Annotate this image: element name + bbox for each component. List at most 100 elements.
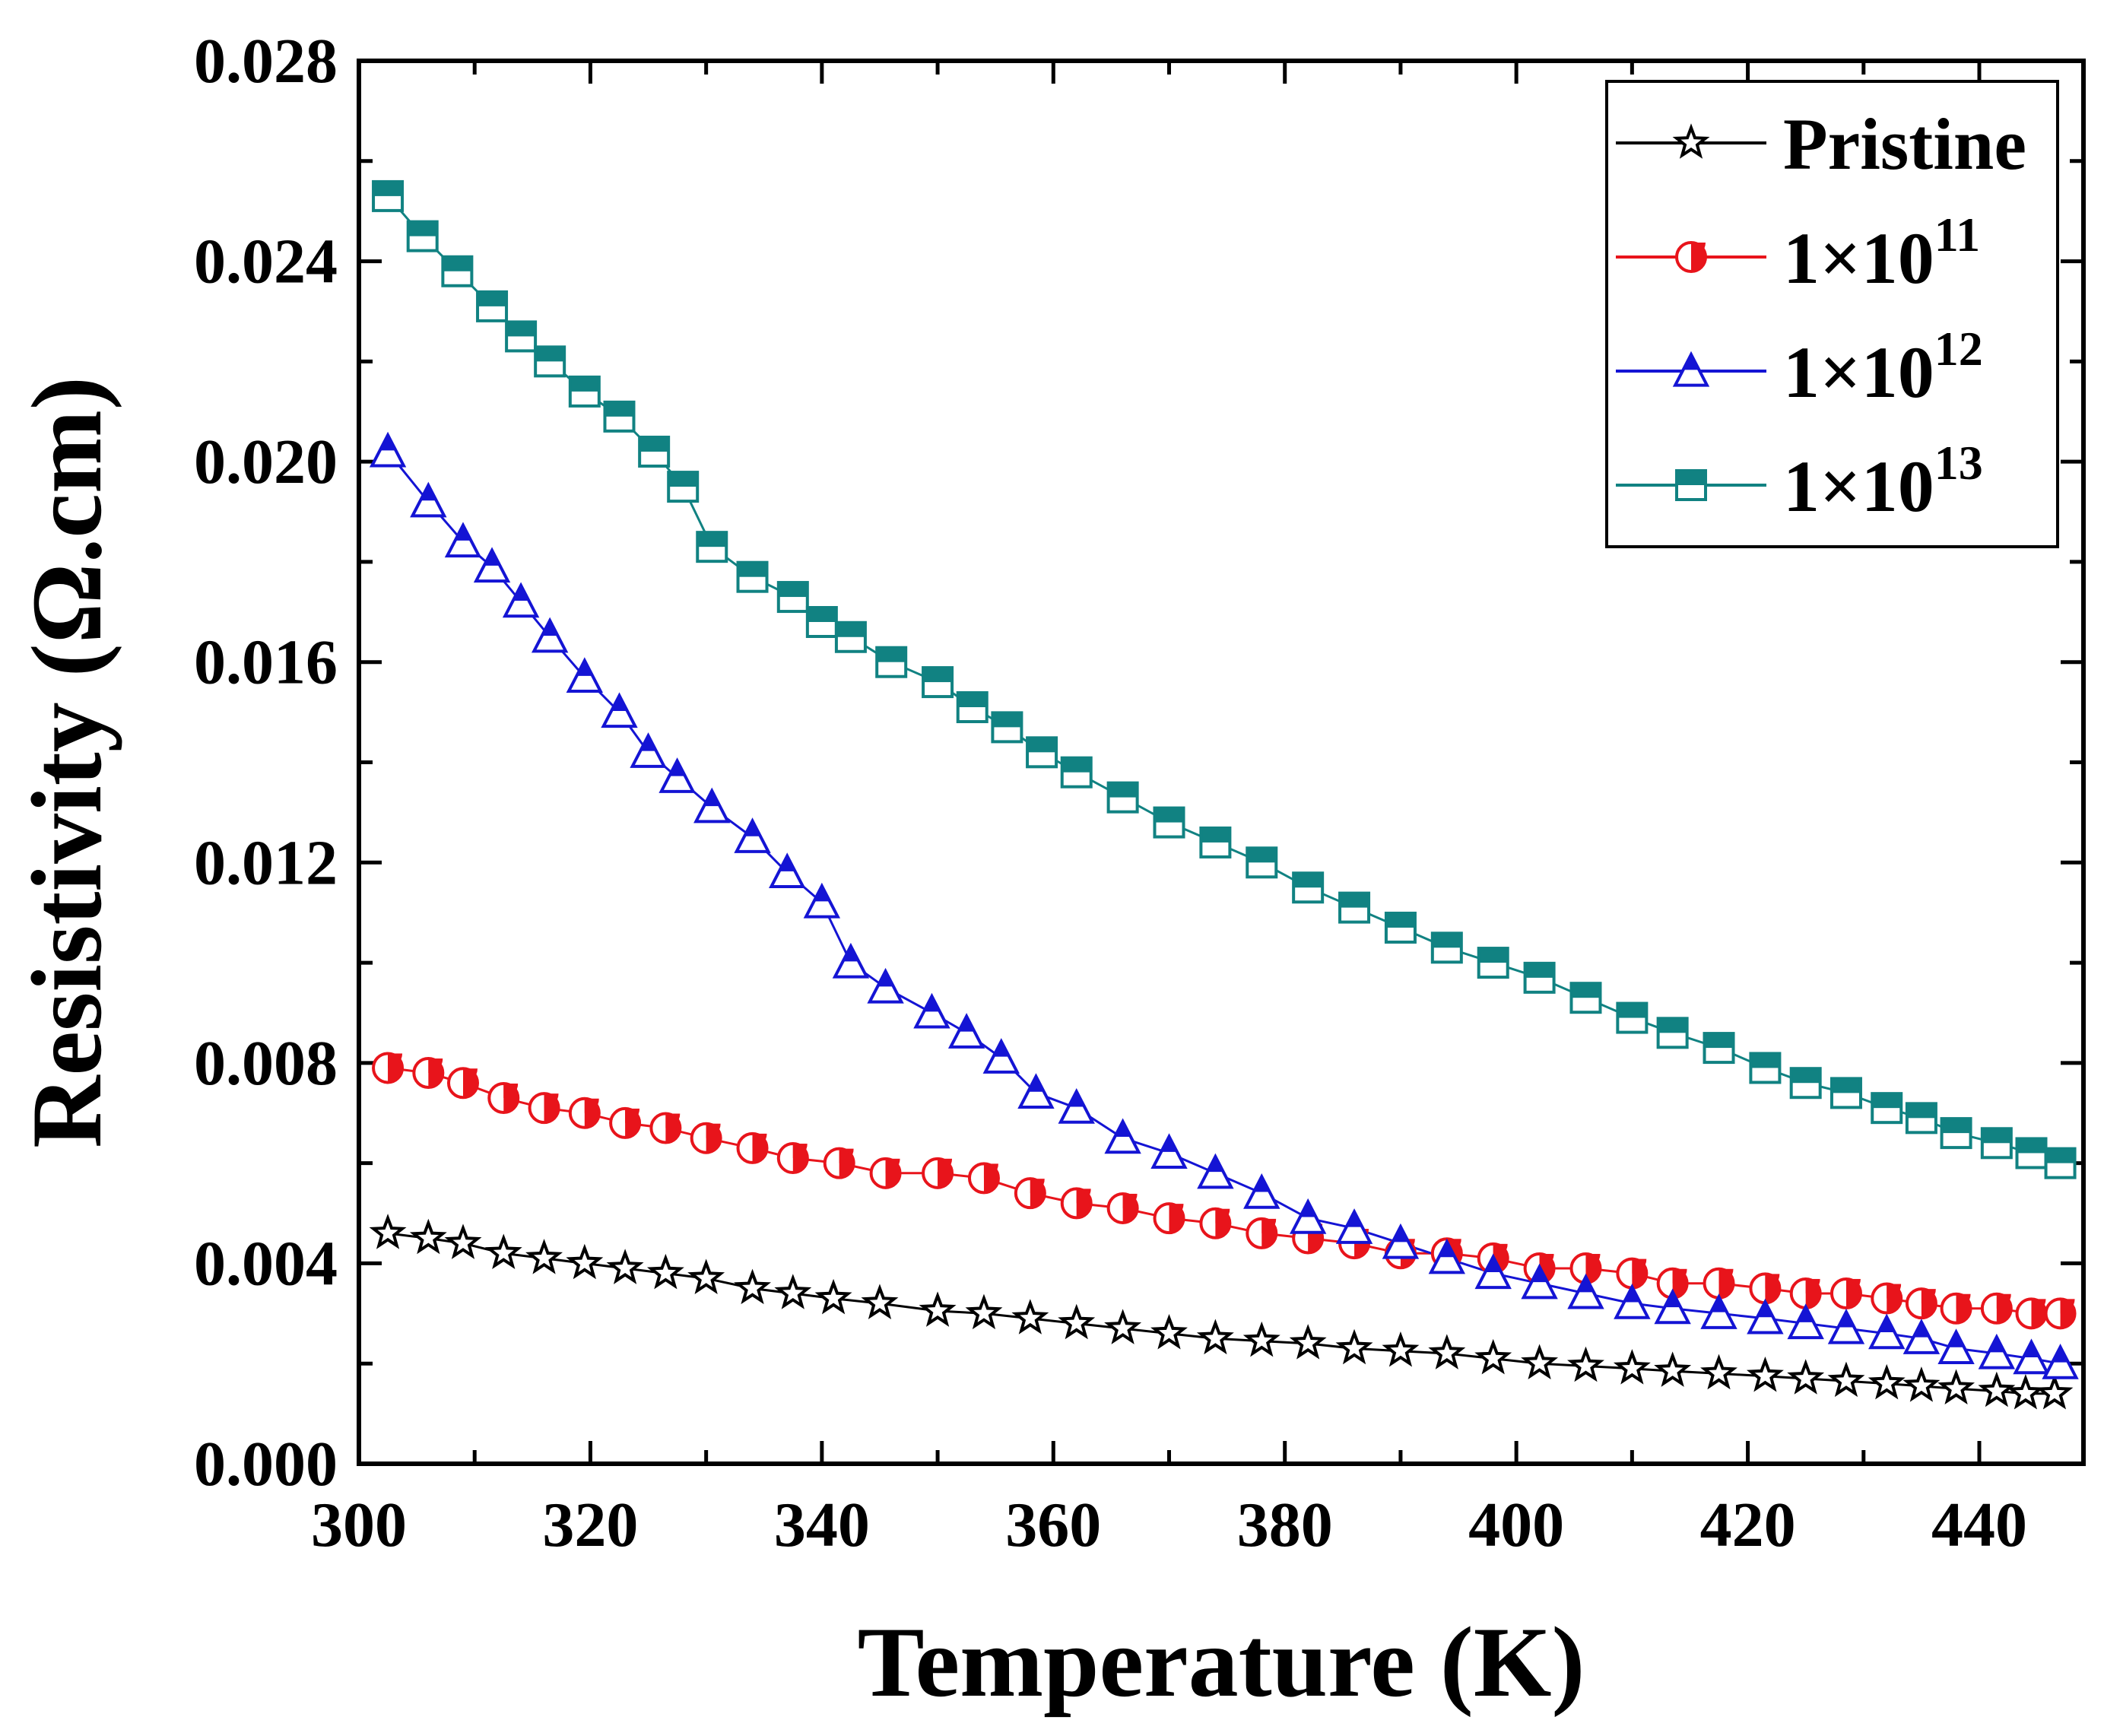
y-tick-label: 0.012 — [194, 827, 338, 898]
data-point — [487, 1081, 520, 1114]
y-tick-label: 0.028 — [194, 26, 338, 97]
data-point — [2007, 1374, 2045, 1410]
data-point — [1104, 1118, 1141, 1154]
data-point — [369, 431, 407, 468]
data-point — [1338, 891, 1371, 924]
data-point — [2036, 1374, 2074, 1410]
y-tick-label: 0.008 — [194, 1028, 338, 1099]
data-point — [528, 1092, 560, 1125]
data-point — [1868, 1313, 1906, 1350]
data-point — [601, 692, 638, 728]
data-point — [568, 1097, 601, 1129]
data-point — [1242, 1321, 1280, 1357]
data-point — [1150, 1133, 1188, 1169]
data-point — [2015, 1297, 2048, 1330]
data-point — [1153, 806, 1185, 839]
data-point — [1521, 1263, 1558, 1300]
data-point — [1978, 1371, 2016, 1408]
data-point — [1382, 1223, 1420, 1259]
legend-marker — [1672, 123, 1710, 159]
data-point — [1787, 1359, 1825, 1395]
data-point — [1477, 947, 1509, 979]
data-point — [444, 1223, 482, 1259]
data-point — [776, 581, 809, 614]
data-point — [1747, 1298, 1784, 1335]
data-point — [1289, 1198, 1327, 1234]
data-point — [1902, 1319, 1941, 1354]
data-point — [1902, 1366, 1941, 1402]
data-point — [2044, 1297, 2077, 1330]
data-point — [823, 1147, 855, 1179]
series-1-points — [372, 1052, 2077, 1330]
data-point — [947, 1013, 985, 1049]
data-point — [1567, 1273, 1604, 1309]
data-point — [568, 375, 601, 408]
data-point — [531, 617, 569, 653]
data-point — [566, 1243, 604, 1280]
data-point — [1703, 1032, 1735, 1065]
data-point — [609, 1106, 642, 1139]
data-point — [861, 1284, 899, 1319]
data-point — [1150, 1313, 1188, 1350]
data-point — [1700, 1354, 1737, 1390]
data-point — [441, 255, 474, 287]
series-line-1 — [387, 1066, 2061, 1315]
y-tick-label: 0.004 — [194, 1228, 338, 1299]
data-point — [1789, 1277, 1822, 1309]
data-point — [834, 620, 867, 653]
data-point — [869, 1157, 902, 1189]
data-point — [1197, 1153, 1234, 1189]
data-point — [875, 646, 908, 678]
data-point — [1246, 846, 1278, 879]
x-tick-label: 420 — [1700, 1490, 1796, 1560]
data-point — [1871, 1092, 1903, 1125]
data-point — [734, 1268, 771, 1305]
data-point — [1523, 961, 1556, 994]
y-tick-labels: 0.000 0.004 0.008 0.012 0.016 0.020 0.024 0.028 — [194, 26, 338, 1500]
legend-label: Pristine — [1783, 103, 2026, 185]
data-point — [412, 1057, 445, 1090]
data-point — [1014, 1177, 1046, 1210]
data-point — [406, 220, 439, 252]
y-tick-label: 0.000 — [194, 1429, 338, 1500]
series-3-points — [372, 179, 2077, 1179]
data-point — [1940, 1117, 1972, 1150]
data-point — [1980, 1292, 2013, 1325]
data-point — [2015, 1137, 2048, 1169]
data-point — [603, 400, 636, 433]
data-point — [1749, 1272, 1782, 1305]
data-point — [1905, 1102, 1937, 1135]
data-point — [1703, 1267, 1735, 1300]
data-point — [2013, 1338, 2050, 1375]
data-point — [1827, 1308, 1865, 1344]
data-point — [1656, 1017, 1689, 1049]
data-point — [534, 345, 566, 378]
data-point — [1428, 1238, 1466, 1274]
data-point — [690, 1122, 722, 1154]
data-point — [476, 290, 509, 322]
legend-marker — [1672, 351, 1710, 387]
data-point — [1940, 1292, 1972, 1325]
data-point — [658, 757, 696, 793]
data-point — [646, 1253, 684, 1290]
x-tick-labels: 300 320 340 360 380 400 420 440 — [311, 1490, 2027, 1560]
data-point — [1106, 781, 1139, 814]
data-point — [1700, 1293, 1737, 1329]
data-point — [776, 1142, 809, 1175]
data-point — [525, 1239, 563, 1274]
data-point — [1026, 736, 1058, 769]
data-point — [1937, 1328, 1975, 1365]
data-point — [982, 1038, 1020, 1074]
data-point — [734, 817, 771, 853]
y-tick-label: 0.016 — [194, 627, 338, 698]
data-point — [1060, 756, 1093, 789]
data-point — [1567, 1346, 1604, 1382]
data-point — [473, 547, 511, 583]
data-point — [1196, 1319, 1234, 1355]
data-point — [1613, 1349, 1651, 1385]
data-point — [1292, 871, 1325, 904]
x-tick-label: 340 — [774, 1490, 870, 1560]
data-point — [606, 1249, 644, 1284]
data-point — [1789, 1067, 1822, 1100]
data-point — [444, 522, 482, 558]
